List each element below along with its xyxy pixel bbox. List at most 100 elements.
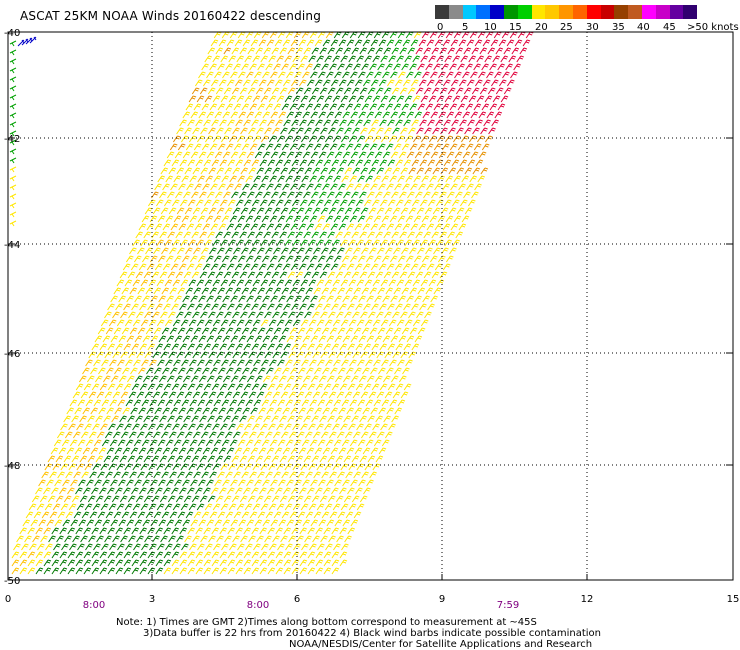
wind-barb bbox=[386, 367, 394, 375]
wind-barb bbox=[198, 479, 206, 487]
wind-barb bbox=[344, 207, 353, 215]
wind-barb bbox=[177, 143, 186, 151]
wind-barb bbox=[397, 175, 405, 183]
wind-barb bbox=[258, 447, 267, 455]
wind-barb bbox=[115, 551, 124, 559]
wind-barb bbox=[243, 159, 252, 167]
wind-barb bbox=[102, 479, 110, 487]
wind-barb bbox=[355, 199, 364, 207]
wind-barb bbox=[498, 79, 507, 87]
wind-barb bbox=[163, 487, 171, 495]
wind-barb bbox=[211, 527, 219, 535]
wind-barb bbox=[175, 415, 183, 423]
wind-barb bbox=[329, 63, 337, 71]
wind-barb bbox=[234, 367, 242, 375]
wind-barb bbox=[298, 39, 307, 47]
wind-barb bbox=[131, 559, 140, 567]
legend-label-10: 10 bbox=[484, 22, 497, 33]
wind-barb bbox=[372, 279, 381, 287]
wind-barb bbox=[133, 359, 141, 367]
y-tick-label: -50 bbox=[4, 576, 20, 587]
wind-barb bbox=[291, 343, 300, 351]
wind-barb bbox=[130, 407, 138, 415]
wind-barb bbox=[162, 447, 171, 455]
wind-barb bbox=[379, 159, 388, 167]
wind-barb bbox=[492, 55, 500, 63]
wind-barb bbox=[345, 143, 354, 151]
wind-barb bbox=[404, 239, 412, 247]
wind-barb bbox=[363, 119, 371, 127]
wind-barb bbox=[314, 183, 322, 191]
wind-barb bbox=[415, 191, 423, 199]
wind-barb bbox=[443, 119, 451, 127]
wind-barb bbox=[279, 415, 287, 423]
wind-barb bbox=[193, 287, 202, 295]
wind-barb bbox=[436, 279, 445, 287]
wind-barb bbox=[355, 383, 364, 391]
wind-barb bbox=[9, 49, 17, 56]
wind-barb bbox=[19, 527, 27, 535]
wind-barb bbox=[369, 103, 378, 111]
wind-barb bbox=[83, 567, 92, 575]
wind-barb bbox=[348, 239, 356, 247]
wind-barb bbox=[346, 39, 355, 47]
wind-barb bbox=[160, 207, 169, 215]
wind-barb bbox=[210, 223, 219, 231]
wind-barb bbox=[142, 375, 151, 383]
wind-barb bbox=[389, 215, 398, 223]
wind-barb bbox=[274, 79, 283, 87]
wind-barb bbox=[389, 255, 398, 263]
wind-barb bbox=[368, 431, 377, 439]
wind-barb bbox=[364, 279, 373, 287]
wind-barb bbox=[151, 495, 160, 503]
wind-barb bbox=[413, 31, 422, 39]
wind-barb bbox=[416, 207, 425, 215]
wind-barb bbox=[151, 191, 159, 199]
wind-barb bbox=[423, 191, 431, 199]
wind-barb bbox=[139, 383, 148, 391]
wind-barb bbox=[441, 103, 450, 111]
wind-barb bbox=[184, 391, 193, 399]
wind-barb bbox=[285, 543, 293, 551]
wind-barb bbox=[185, 143, 194, 151]
wind-barb bbox=[191, 495, 200, 503]
wind-barb bbox=[344, 127, 352, 135]
wind-barb bbox=[250, 79, 259, 87]
wind-barb bbox=[352, 431, 361, 439]
wind-barb bbox=[350, 519, 359, 527]
wind-barb bbox=[132, 319, 141, 327]
wind-barb bbox=[225, 143, 234, 151]
wind-barb bbox=[173, 543, 181, 551]
wind-barb bbox=[73, 471, 81, 479]
wind-barb bbox=[184, 535, 192, 543]
wind-barb bbox=[154, 263, 163, 271]
wind-barb bbox=[338, 447, 347, 455]
wind-barb bbox=[193, 247, 201, 255]
wind-barb bbox=[9, 202, 17, 209]
wind-barb bbox=[184, 431, 193, 439]
wind-barb bbox=[29, 36, 37, 44]
wind-barb bbox=[318, 519, 327, 527]
wind-barb bbox=[275, 527, 283, 535]
wind-barb bbox=[129, 471, 137, 479]
wind-barb bbox=[101, 543, 109, 551]
wind-barb bbox=[257, 511, 266, 519]
wind-barb bbox=[456, 127, 464, 135]
wind-barb bbox=[170, 407, 178, 415]
wind-barb bbox=[297, 103, 306, 111]
wind-barb bbox=[307, 303, 315, 311]
wind-barb bbox=[176, 535, 184, 543]
note-line-1: Note: 1) Times are GMT 2)Times along bot… bbox=[116, 617, 537, 628]
wind-barb bbox=[271, 191, 279, 199]
wind-barb bbox=[369, 63, 377, 71]
wind-barb bbox=[271, 495, 280, 503]
wind-barb bbox=[361, 63, 369, 71]
wind-barb bbox=[43, 551, 52, 559]
wind-barb bbox=[434, 183, 442, 191]
wind-barb bbox=[272, 391, 281, 399]
wind-barb bbox=[80, 431, 89, 439]
wind-barb bbox=[158, 375, 167, 383]
wind-barb bbox=[335, 271, 344, 279]
wind-barb bbox=[9, 211, 17, 218]
wind-barb bbox=[216, 311, 224, 319]
